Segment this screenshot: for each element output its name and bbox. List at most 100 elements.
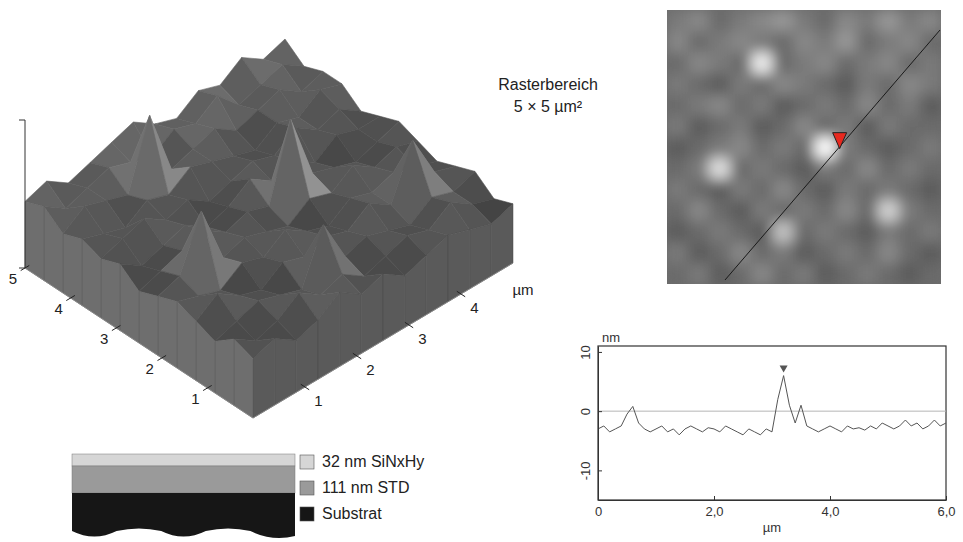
- x-tick-label: 6,0: [937, 504, 955, 519]
- image-cell: [709, 200, 731, 222]
- image-cell: [793, 242, 815, 264]
- image-cell: [878, 221, 900, 243]
- surface-skirt: [234, 339, 253, 418]
- surface-skirt: [44, 207, 63, 294]
- image-cell: [688, 73, 710, 95]
- image-cell: [730, 94, 752, 116]
- x-tick: 2,0: [705, 496, 723, 519]
- image-cursor: [833, 133, 847, 149]
- image-cell: [688, 158, 710, 180]
- image-cell: [857, 221, 879, 243]
- layer-stack: 32 nm SiNxHy111 nm STDSubstrat: [72, 453, 424, 538]
- image-cell: [836, 52, 858, 74]
- surface-cell: [264, 229, 305, 262]
- image-cell: [709, 52, 731, 74]
- layer: [72, 454, 295, 466]
- layer: [72, 466, 295, 493]
- y-axis-line: [598, 347, 599, 501]
- surface-skirt: [177, 301, 196, 380]
- x-axis-line: [599, 500, 947, 501]
- image-cell: [751, 31, 773, 53]
- image-cell: [899, 200, 921, 222]
- x-tick: [353, 353, 361, 358]
- image-cell: [730, 179, 752, 201]
- surface-cell: [256, 320, 297, 340]
- image-cell: [899, 115, 921, 137]
- image-cell: [772, 94, 794, 116]
- image-cell: [730, 10, 752, 32]
- x-tick-label: 4: [470, 299, 478, 316]
- image-cell: [772, 52, 794, 74]
- image-cell: [772, 158, 794, 180]
- image-cell: [730, 221, 752, 243]
- image-cell: [920, 73, 941, 95]
- image-cell: [899, 10, 921, 32]
- image-cell: [857, 73, 879, 95]
- image-cell: [793, 10, 815, 32]
- image-cell: [878, 263, 900, 284]
- image-cell: [688, 136, 710, 158]
- image-cell: [751, 94, 773, 116]
- reference-line: [598, 411, 946, 412]
- y-tick: [158, 355, 167, 360]
- image-cell: [667, 52, 689, 74]
- y-tick: [112, 325, 121, 330]
- surface-cell: [231, 161, 272, 181]
- x-axis-title: µm: [763, 520, 781, 535]
- x-tick: [301, 384, 309, 389]
- image-cell: [709, 94, 731, 116]
- image-cell: [688, 221, 710, 243]
- image-cell: [878, 179, 900, 201]
- image-cell: [709, 10, 731, 32]
- image-cell: [688, 52, 710, 74]
- x-tick: 4,0: [821, 496, 839, 519]
- surface-skirt: [139, 291, 158, 355]
- image-cell: [667, 242, 689, 264]
- y-tick-mark: [598, 470, 602, 471]
- image-cell: [772, 136, 794, 158]
- surface-cell: [364, 256, 405, 276]
- image-cell: [899, 221, 921, 243]
- image-cell: [709, 263, 731, 284]
- image-cell: [793, 136, 815, 158]
- image-cell: [920, 94, 941, 116]
- image-cell: [878, 52, 900, 74]
- image-cell: [793, 73, 815, 95]
- image-cell: [688, 10, 710, 32]
- profile-trace: [598, 376, 946, 435]
- surface-skirt: [383, 274, 405, 341]
- image-cell: [920, 10, 941, 32]
- image-cell: [815, 94, 837, 116]
- layer: [72, 493, 295, 538]
- x-tick-label: 4,0: [821, 504, 839, 519]
- image-cell: [899, 242, 921, 264]
- y-tick: -10: [578, 461, 602, 480]
- surface-cell: [220, 263, 261, 296]
- image-cell: [857, 10, 879, 32]
- image-cell: [899, 31, 921, 53]
- image-cell: [688, 179, 710, 201]
- image-cell: [751, 136, 773, 158]
- y-tick-label: 0: [578, 408, 593, 415]
- image-cell: [836, 94, 858, 116]
- image-cell: [688, 200, 710, 222]
- image-cell: [667, 200, 689, 222]
- image-cell: [815, 179, 837, 201]
- image-cell: [709, 158, 731, 180]
- image-cell: [751, 221, 773, 243]
- image-cell: [878, 115, 900, 137]
- surface-cell: [261, 262, 302, 295]
- image-cell: [815, 73, 837, 95]
- surface-skirt: [253, 338, 275, 418]
- surface-axes: 123412345µm: [9, 120, 534, 418]
- image-cell: [878, 31, 900, 53]
- image-cell: [815, 31, 837, 53]
- x-tick-label: 0: [595, 504, 602, 519]
- image-cell: [730, 52, 752, 74]
- image-cell: [730, 136, 752, 158]
- surface-cell: [228, 179, 269, 212]
- image-cell: [793, 200, 815, 222]
- layer-key: [300, 455, 314, 469]
- image-cell: [815, 10, 837, 32]
- surface-skirt: [275, 338, 297, 405]
